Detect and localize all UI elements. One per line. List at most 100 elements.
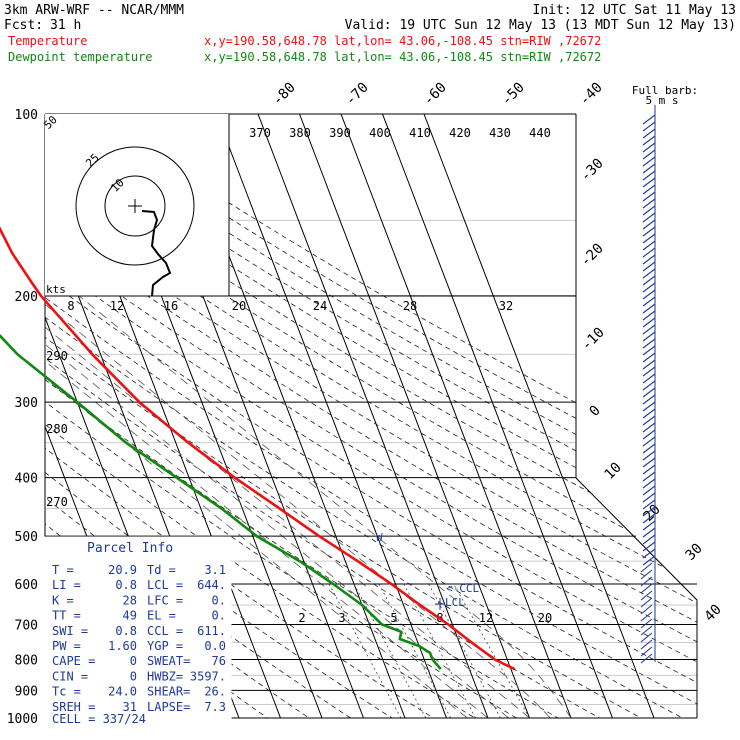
theta-label: 400 <box>369 126 391 140</box>
wind-barb <box>642 310 656 321</box>
wind-barb <box>642 359 656 370</box>
wind-barbs <box>640 105 656 664</box>
wind-barb <box>640 590 653 601</box>
isotherm-label: 0 <box>587 403 604 420</box>
isotherm-line <box>382 114 613 718</box>
dry-adiabat-line <box>92 114 697 718</box>
hodograph-speed-label: 32 <box>499 299 513 313</box>
parcel-param-label: T = <box>52 563 74 577</box>
wind-barb <box>642 555 656 566</box>
isotherm-label: -10 <box>579 325 608 354</box>
parcel-param-value: 0 <box>130 654 137 668</box>
temperature-profile-line <box>0 226 516 671</box>
wind-barb <box>642 492 656 503</box>
parcel-param-value: 76 <box>212 654 226 668</box>
wind-barb <box>642 380 656 391</box>
hodograph-speed-label: 16 <box>164 299 178 313</box>
wind-barb <box>642 324 656 335</box>
dry-adiabat-line <box>45 114 697 718</box>
wind-barb <box>642 436 656 447</box>
wind-barb <box>642 464 656 475</box>
wind-barb <box>642 457 656 468</box>
mixing-ratio-label: 12 <box>479 611 493 625</box>
theta-label: 420 <box>449 126 471 140</box>
wind-barb <box>642 282 656 293</box>
dry-adiabat-label: 290 <box>46 349 68 363</box>
mixing-ratio-line <box>353 583 427 718</box>
parcel-param-value: 644. <box>197 578 226 592</box>
hodograph-trace <box>141 210 172 297</box>
parcel-param-value: 0. <box>212 609 226 623</box>
wind-barb <box>642 226 656 237</box>
wind-barb <box>642 296 656 307</box>
isotherm-label: -50 <box>499 80 528 109</box>
parcel-param-label: CCL = <box>147 624 183 638</box>
pressure-tick-label: 200 <box>15 290 38 305</box>
wind-barb <box>640 576 653 587</box>
wind-barb <box>642 443 656 454</box>
wind-barb <box>642 212 656 223</box>
mixing-ratio-line <box>428 583 501 718</box>
isotherm-label: 20 <box>641 502 664 525</box>
isotherm-line <box>91 114 323 718</box>
wind-barb <box>642 317 656 328</box>
wind-barb <box>642 352 656 363</box>
wind-barb <box>642 394 656 405</box>
wind-barb <box>642 331 656 342</box>
wind-barb <box>642 387 656 398</box>
isotherm-label: 40 <box>702 602 725 625</box>
wind-barb <box>640 653 653 664</box>
wind-barb <box>640 646 653 657</box>
pressure-tick-label: 600 <box>15 578 38 593</box>
lcl-annotation: LCL <box>445 596 465 609</box>
wind-barb <box>640 618 653 629</box>
wind-barb <box>642 541 656 552</box>
dry-adiabat-line <box>45 114 517 718</box>
wind-barb <box>640 625 653 636</box>
isotherm-line <box>174 114 406 718</box>
level-marker: W <box>376 531 383 544</box>
isotherm-label: 10 <box>602 460 625 483</box>
dry-adiabat-line <box>45 114 559 718</box>
wind-barb <box>642 170 656 181</box>
theta-label: 380 <box>289 126 311 140</box>
parcel-param-value: 3.1 <box>204 563 226 577</box>
dewpoint-station-info: x,y=190.58,648.78 lat,lon= 43.06,-108.45… <box>204 50 601 64</box>
wind-barb <box>640 611 653 622</box>
wind-barb <box>642 471 656 482</box>
wind-barb <box>642 240 656 251</box>
isotherm-line <box>133 114 364 718</box>
hodograph-speed-label: 20 <box>232 299 246 313</box>
pressure-tick-label: 800 <box>15 653 38 668</box>
parcel-param-value: 0.8 <box>115 624 137 638</box>
wind-barb <box>642 422 656 433</box>
isotherm-line <box>257 114 489 718</box>
mixing-ratio-line <box>378 583 452 718</box>
dewpoint-profile-line <box>0 333 442 670</box>
parcel-cell: CELL = 337/24 <box>52 712 146 726</box>
isotherm-line <box>423 114 655 718</box>
init-time: Init: 12 UTC Sat 11 May 13 <box>533 3 737 18</box>
wind-barb <box>642 527 656 538</box>
parcel-param-value: 611. <box>197 624 226 638</box>
parcel-param-value: 24.0 <box>108 685 137 699</box>
moist-adiabat-line <box>78 295 572 718</box>
wind-barb <box>642 366 656 377</box>
wind-barb <box>642 128 656 139</box>
parcel-param-label: CIN = <box>52 669 88 683</box>
parcel-param-value: 20.9 <box>108 563 137 577</box>
parcel-param-value: 26. <box>204 685 226 699</box>
barb-legend-title: Full barb: <box>632 84 698 97</box>
wind-barb <box>642 499 656 510</box>
wind-barb <box>640 604 653 615</box>
parcel-param-label: LCL = <box>147 578 183 592</box>
parcel-param-label: HWBZ= <box>147 669 183 683</box>
wind-barb <box>642 408 656 419</box>
parcel-param-label: SWEAT= <box>147 654 190 668</box>
wind-barb <box>642 373 656 384</box>
wind-barb <box>640 583 653 594</box>
wind-barb <box>642 247 656 258</box>
temperature-legend-label: Temperature <box>8 34 87 48</box>
mixing-ratio-label: 3 <box>338 611 345 625</box>
